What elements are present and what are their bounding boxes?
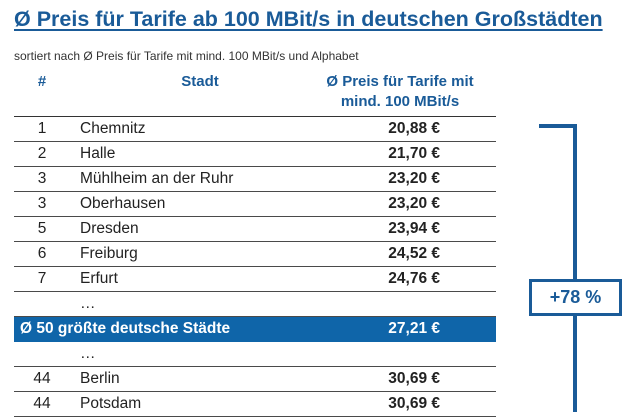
rank-cell: 6 — [37, 245, 47, 262]
column-header-price-line2: mind. 100 MBit/s — [340, 93, 460, 110]
bracket-vertical-line — [573, 124, 577, 412]
average-price: 27,21 € — [388, 320, 440, 337]
price-cell: 23,94 € — [388, 220, 440, 237]
price-cell: 20,88 € — [388, 120, 440, 137]
bracket-top-line — [539, 124, 576, 128]
chart-subtitle: sortiert nach Ø Preis für Tarife mit min… — [14, 49, 359, 63]
column-header-price: Ø Preis für Tarife mit mind. 100 MBit/s — [300, 72, 500, 112]
column-header-price-line1: Ø Preis für Tarife mit — [326, 73, 474, 90]
average-label: Ø 50 größte deutsche Städte — [20, 320, 231, 337]
table-row: 5 Dresden 23,94 € — [14, 217, 496, 242]
increase-badge: +78 % — [529, 279, 622, 316]
chart-title: Ø Preis für Tarife ab 100 MBit/s in deut… — [14, 7, 603, 31]
price-cell: 30,69 € — [388, 395, 440, 412]
price-table: 1 Chemnitz 20,88 € 2 Halle 21,70 € 3 Mühlheim a… — [14, 117, 496, 417]
table-row: 1 Chemnitz 20,88 € — [14, 117, 496, 142]
price-cell: 30,69 € — [388, 370, 440, 387]
rank-cell: 5 — [37, 220, 47, 237]
column-header-city: Stadt — [181, 73, 219, 90]
table-row: 3 Mühlheim an der Ruhr 23,20 € — [14, 167, 496, 192]
ellipsis-text: … — [80, 345, 96, 362]
price-cell: 23,20 € — [388, 170, 440, 187]
rank-cell: 44 — [33, 395, 51, 412]
price-cell: 23,20 € — [388, 195, 440, 212]
rank-cell: 7 — [37, 270, 47, 287]
price-cell: 21,70 € — [388, 145, 440, 162]
city-cell: Potsdam — [80, 395, 142, 412]
city-cell: Erfurt — [80, 270, 118, 287]
rank-cell: 1 — [37, 120, 47, 137]
ellipsis-row: … — [14, 342, 496, 367]
table-row: 6 Freiburg 24,52 € — [14, 242, 496, 267]
city-cell: Oberhausen — [80, 195, 166, 212]
rank-cell: 2 — [37, 145, 47, 162]
table-row: 3 Oberhausen 23,20 € — [14, 192, 496, 217]
table-row: 7 Erfurt 24,76 € — [14, 267, 496, 292]
rank-cell: 3 — [37, 195, 47, 212]
ellipsis-text: … — [80, 295, 96, 312]
table-row: 2 Halle 21,70 € — [14, 142, 496, 167]
price-cell: 24,76 € — [388, 270, 440, 287]
city-cell: Berlin — [80, 370, 120, 387]
average-row: Ø 50 größte deutsche Städte 27,21 € — [14, 317, 496, 342]
rank-cell: 3 — [37, 170, 47, 187]
city-cell: Freiburg — [80, 245, 138, 262]
table-row: 44 Berlin 30,69 € — [14, 367, 496, 392]
ellipsis-row: … — [14, 292, 496, 317]
table-row: 44 Potsdam 30,69 € — [14, 392, 496, 417]
column-header-rank: # — [37, 73, 47, 90]
city-cell: Dresden — [80, 220, 139, 237]
rank-cell: 44 — [33, 370, 51, 387]
city-cell: Halle — [80, 145, 116, 162]
city-cell: Mühlheim an der Ruhr — [80, 170, 234, 187]
header-divider — [14, 116, 496, 117]
city-cell: Chemnitz — [80, 120, 146, 137]
price-cell: 24,52 € — [388, 245, 440, 262]
